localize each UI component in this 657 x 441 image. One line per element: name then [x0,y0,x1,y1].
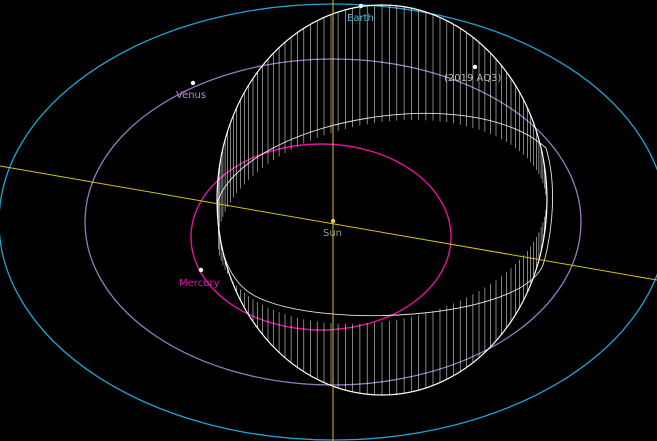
mercury-label: Mercury [179,278,220,289]
sun-label: Sun [323,228,342,239]
mercury-orbit [190,143,452,331]
venus-dot [190,80,196,86]
sun-dot [330,218,336,224]
asteroid-orbit-projection [217,113,554,317]
asteroid-label: (2019 AQ3) [444,73,501,84]
venus-label: Venus [176,90,206,101]
earth-orbit [0,3,657,441]
asteroid-orbit [216,4,548,396]
asteroid-dot [472,64,478,70]
mercury-dot [198,267,204,273]
earth-dot [358,3,364,9]
asteroid-orbit-droplines [218,5,546,395]
earth-label: Earth [347,13,374,24]
horizontal-axis [0,165,657,281]
